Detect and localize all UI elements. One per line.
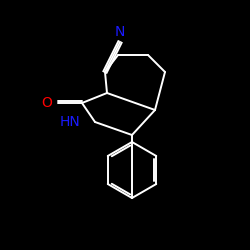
Text: HN: HN xyxy=(59,115,80,129)
Text: N: N xyxy=(115,25,125,39)
Text: O: O xyxy=(42,96,52,110)
